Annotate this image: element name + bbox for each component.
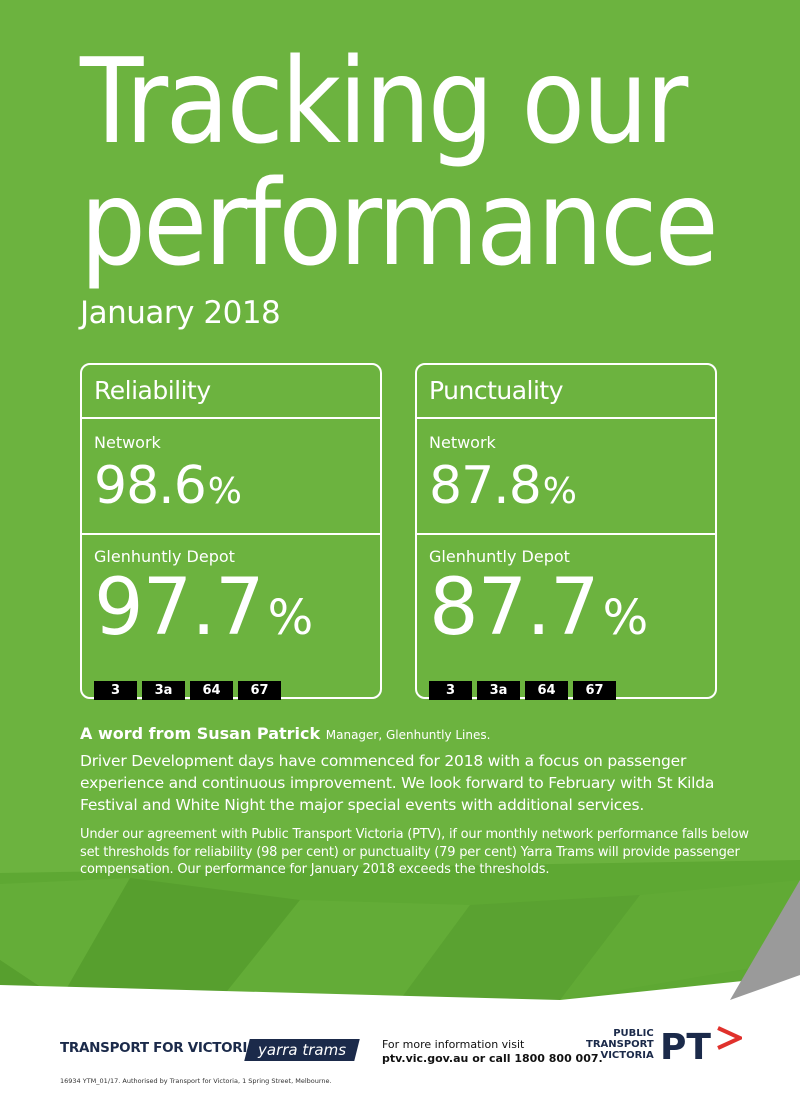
reliability-network-label: Network xyxy=(94,433,161,452)
ptv-mark-text: PT xyxy=(660,1027,711,1064)
contact-info: For more information visit ptv.vic.gov.a… xyxy=(382,1038,603,1066)
title-line-1: Tracking our xyxy=(80,32,688,170)
manager-role: Manager, Glenhuntly Lines. xyxy=(325,728,491,742)
reliability-depot-label: Glenhuntly Depot xyxy=(94,547,235,566)
authorisation-line: 16934 YTM_01/17. Authorised by Transport… xyxy=(60,1077,332,1085)
ptv-mark-icon: PT xyxy=(660,1026,742,1064)
punctuality-network-section: Network 87.8% xyxy=(417,419,715,535)
punctuality-depot-value: 87.7 xyxy=(429,563,600,653)
route-badge: 67 xyxy=(573,681,616,700)
route-badge: 3a xyxy=(477,681,520,700)
compensation-notice: Under our agreement with Public Transpor… xyxy=(80,827,749,877)
route-badge: 3a xyxy=(142,681,185,700)
percent-sign: % xyxy=(267,590,314,646)
route-badge: 3 xyxy=(429,681,472,700)
route-badge: 67 xyxy=(238,681,281,700)
route-badge: 64 xyxy=(190,681,233,700)
route-list: 3 3a 64 67 xyxy=(94,681,380,700)
percent-sign: % xyxy=(207,471,242,512)
reliability-network-figure: 98.6% xyxy=(94,456,380,516)
route-badge: 3 xyxy=(94,681,137,700)
title-line-2: performance xyxy=(80,154,719,292)
info-line-1: For more information visit xyxy=(382,1038,525,1051)
yarra-trams-logo: yarra trams xyxy=(244,1039,360,1061)
info-line-2: ptv.vic.gov.au or call 1800 800 007. xyxy=(382,1052,603,1065)
period-label: January 2018 xyxy=(80,295,281,331)
yarra-logo-text: yarra trams xyxy=(257,1041,347,1059)
reliability-network-section: Network 98.6% xyxy=(82,419,380,535)
tfv-logo-text: TRANSPORT FOR VICTORIA xyxy=(60,1040,258,1056)
ptv-logo-text: PUBLIC TRANSPORT VICTORIA xyxy=(586,1028,654,1061)
ptv-line-3: VICTORIA xyxy=(600,1049,654,1061)
reliability-depot-value: 97.7 xyxy=(94,563,265,653)
route-badge: 64 xyxy=(525,681,568,700)
page-title: Tracking our performance xyxy=(80,32,719,292)
transport-for-victoria-logo: TRANSPORT FOR VICTORIA xyxy=(60,1040,258,1056)
punctuality-depot-figure: 87.7% xyxy=(429,566,715,671)
ptv-logo: PUBLIC TRANSPORT VICTORIA PT xyxy=(586,1024,742,1064)
manager-message-body: Driver Development days have commenced f… xyxy=(80,752,715,814)
reliability-depot-section: Glenhuntly Depot 97.7% 3 3a 64 67 xyxy=(82,535,380,700)
percent-sign: % xyxy=(602,590,649,646)
percent-sign: % xyxy=(542,471,577,512)
punctuality-heading: Punctuality xyxy=(417,365,715,419)
punctuality-depot-section: Glenhuntly Depot 87.7% 3 3a 64 67 xyxy=(417,535,715,700)
ptv-line-2: TRANSPORT xyxy=(586,1038,654,1050)
punctuality-panel: Punctuality Network 87.8% Glenhuntly Dep… xyxy=(415,363,717,700)
punctuality-network-label: Network xyxy=(429,433,496,452)
punctuality-network-figure: 87.8% xyxy=(429,456,715,516)
route-list: 3 3a 64 67 xyxy=(429,681,715,700)
reliability-network-value: 98.6 xyxy=(94,456,207,516)
ptv-line-1: PUBLIC xyxy=(613,1027,654,1039)
manager-message-heading: A word from Susan Patrick Manager, Glenh… xyxy=(80,724,490,743)
reliability-panel: Reliability Network 98.6% Glenhuntly Dep… xyxy=(80,363,382,700)
reliability-depot-figure: 97.7% xyxy=(94,566,380,671)
punctuality-network-value: 87.8 xyxy=(429,456,542,516)
manager-name: A word from Susan Patrick xyxy=(80,724,321,743)
reliability-heading: Reliability xyxy=(82,365,380,419)
punctuality-depot-label: Glenhuntly Depot xyxy=(429,547,570,566)
